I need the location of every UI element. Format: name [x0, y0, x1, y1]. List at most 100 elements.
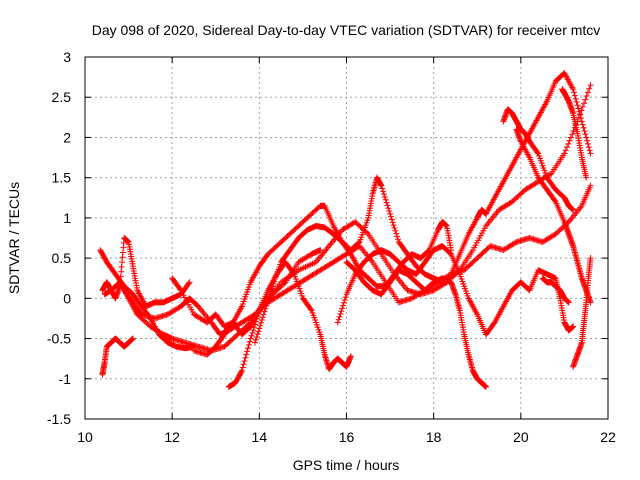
data-point [378, 182, 385, 189]
data-point [240, 361, 247, 368]
data-point [262, 305, 269, 312]
data-point [569, 131, 576, 138]
data-point [248, 332, 255, 339]
data-point [254, 313, 261, 320]
data-point [586, 147, 593, 154]
data-point [339, 305, 346, 312]
y-tick-label: -0.5 [47, 331, 71, 347]
data-point [251, 324, 258, 331]
data-point [337, 311, 344, 318]
data-point [570, 323, 577, 330]
data-point [562, 147, 569, 154]
data-point [129, 335, 136, 342]
data-point [582, 131, 589, 138]
data-point [340, 302, 347, 309]
data-point [265, 294, 272, 301]
x-tick-label: 10 [77, 429, 93, 445]
data-point [341, 296, 348, 303]
data-point [247, 335, 254, 342]
data-point [581, 128, 588, 135]
data-point [347, 353, 354, 360]
data-point [259, 314, 266, 321]
data-point [393, 230, 400, 237]
series-track-15 [539, 275, 572, 306]
x-tick-label: 14 [252, 429, 268, 445]
data-point [581, 100, 588, 107]
data-point [580, 124, 587, 131]
series-track-1 [97, 247, 197, 352]
y-tick-label: 1.5 [52, 170, 72, 186]
axis-ticks: 10 12 14 16 18 20 22 -1.5 -1 -0.5 0 0.5 1 1.5 2 2.5 3 [47, 49, 616, 445]
x-tick-label: 22 [600, 429, 616, 445]
data-point [584, 89, 591, 96]
data-point [381, 193, 388, 200]
data-point [587, 182, 594, 189]
data-point [260, 311, 267, 318]
data-point [585, 144, 592, 151]
data-point [578, 118, 585, 125]
series-track-16 [570, 255, 594, 370]
data-point [185, 280, 192, 287]
data-point [390, 222, 397, 229]
data-point [249, 329, 256, 336]
data-point [334, 319, 341, 326]
data-point [577, 111, 584, 118]
data-point [243, 351, 250, 358]
data-point [385, 205, 392, 212]
data-point [482, 383, 489, 390]
data-point [386, 208, 393, 215]
data-point [245, 341, 252, 348]
series-track-10 [334, 243, 577, 338]
series-track-2 [99, 335, 136, 378]
data-point [251, 339, 258, 346]
data-point [394, 233, 401, 240]
data-point [380, 188, 387, 195]
series-track-9 [251, 218, 455, 346]
y-tick-label: 0 [63, 290, 71, 306]
chart-title: Day 098 of 2020, Sidereal Day-to-day VTE… [92, 22, 601, 38]
x-axis-label: GPS time / hours [293, 457, 400, 473]
data-point [340, 299, 347, 306]
data-point [186, 279, 193, 286]
data-point [383, 199, 390, 206]
series-track-17 [559, 86, 590, 181]
data-point [583, 93, 590, 100]
data-point [238, 368, 245, 375]
data-point [547, 171, 554, 178]
data-point [355, 239, 362, 246]
series-track-13 [500, 106, 577, 213]
data-point [391, 224, 398, 231]
data-point [388, 216, 395, 223]
y-tick-label: 1 [63, 210, 71, 226]
data-point [253, 315, 260, 322]
data-point [338, 308, 345, 315]
data-point [584, 137, 591, 144]
data-point [254, 331, 261, 338]
data-marks [97, 70, 594, 390]
data-point [238, 367, 245, 374]
data-point [264, 300, 271, 307]
data-point [380, 191, 387, 198]
data-point [551, 197, 558, 204]
data-point [250, 327, 257, 334]
data-point [252, 336, 259, 343]
series-track-5 [121, 182, 594, 338]
data-point [583, 174, 590, 181]
x-tick-label: 18 [426, 429, 442, 445]
data-point [579, 103, 586, 110]
data-point [257, 322, 264, 329]
data-point [251, 321, 258, 328]
data-point [246, 338, 253, 345]
y-tick-label: -1.5 [47, 411, 71, 427]
data-point [571, 92, 578, 99]
data-point [261, 308, 268, 315]
data-point [567, 134, 574, 141]
data-point [572, 95, 579, 102]
data-point [266, 291, 273, 298]
data-point [573, 99, 580, 106]
data-point [387, 210, 394, 217]
data-point [265, 297, 272, 304]
data-point [586, 85, 593, 92]
data-point [570, 206, 577, 213]
